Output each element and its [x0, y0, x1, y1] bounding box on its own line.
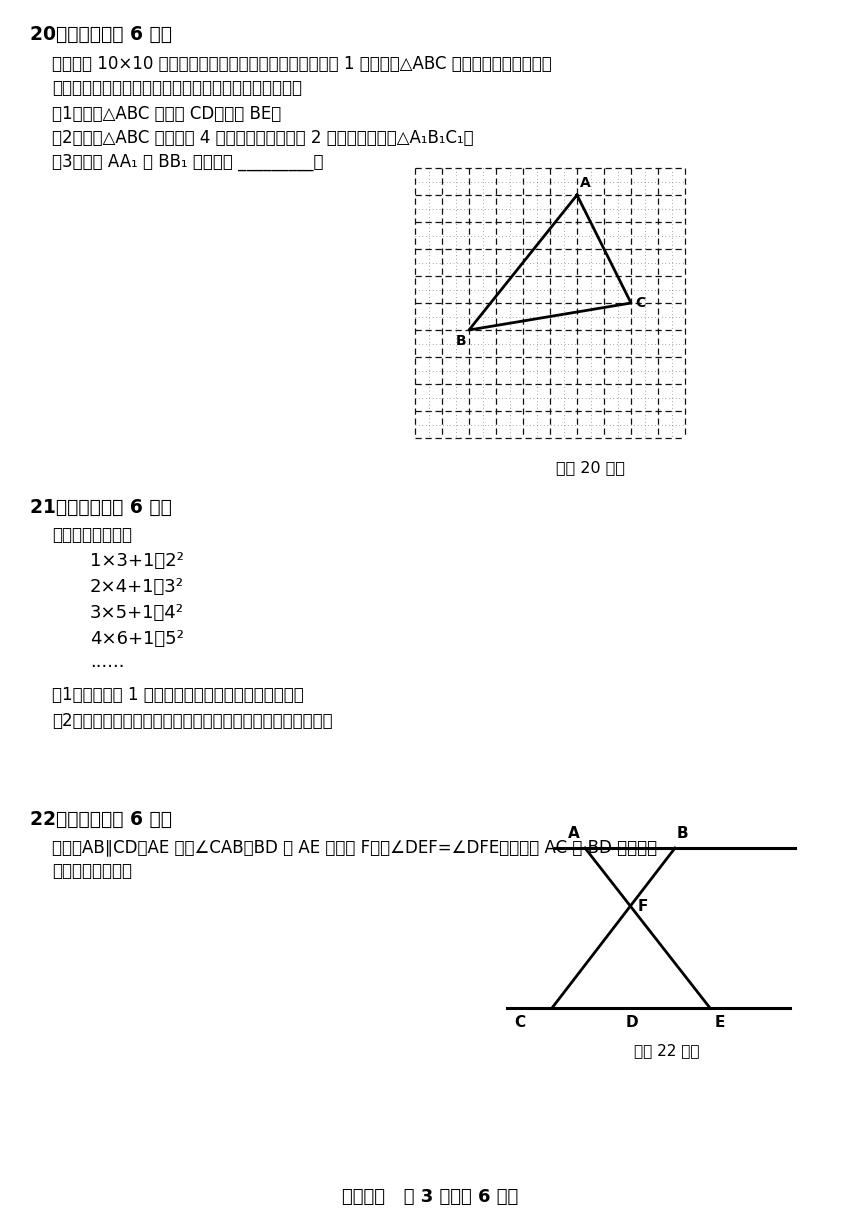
- Text: C: C: [514, 1015, 525, 1030]
- Text: （1）请你写出 1 个与上述算式具有相同规律的算式；: （1）请你写出 1 个与上述算式具有相同规律的算式；: [52, 686, 304, 704]
- Text: 观察下面的算式：: 观察下面的算式：: [52, 527, 132, 544]
- Text: 20．（本题满分 6 分）: 20．（本题满分 6 分）: [30, 26, 172, 44]
- Text: （第 22 图）: （第 22 图）: [635, 1043, 700, 1058]
- Text: 如图，AB∥CD，AE 平分∠CAB，BD 与 AE 交于点 F，且∠DEF=∠DFE。请探索 AC 与 BD 的位置关: 如图，AB∥CD，AE 平分∠CAB，BD 与 AE 交于点 F，且∠DEF=∠…: [52, 838, 657, 856]
- Text: A: A: [568, 826, 580, 841]
- Text: F: F: [637, 899, 648, 913]
- Text: ······: ······: [90, 658, 125, 676]
- Text: E: E: [715, 1015, 725, 1030]
- Text: 4×6+1＝5²: 4×6+1＝5²: [90, 630, 184, 648]
- Text: B: B: [456, 334, 466, 348]
- Text: 1×3+1＝2²: 1×3+1＝2²: [90, 552, 184, 570]
- Text: （每个小方格的顶点叫格点），借助网格完成以下问题。: （每个小方格的顶点叫格点），借助网格完成以下问题。: [52, 79, 302, 97]
- Text: D: D: [626, 1015, 638, 1030]
- Text: 如图，在 10×10 的正方形网格中，每个小正方形的边长为 1 个单位，△ABC 的顶点在网格的格点上: 如图，在 10×10 的正方形网格中，每个小正方形的边长为 1 个单位，△ABC…: [52, 55, 552, 73]
- Text: 系，并说明理由。: 系，并说明理由。: [52, 862, 132, 880]
- Text: A: A: [580, 176, 591, 190]
- Text: 2×4+1＝3²: 2×4+1＝3²: [90, 578, 184, 596]
- Text: 22．（本题满分 6 分）: 22．（本题满分 6 分）: [30, 810, 172, 829]
- Text: C: C: [635, 295, 645, 310]
- Text: （2）用字母表示数，写出上述算式反映的规律，并加以证明。: （2）用字母表示数，写出上述算式反映的规律，并加以证明。: [52, 713, 333, 730]
- Text: 初一数学   第 3 页（共 6 页）: 初一数学 第 3 页（共 6 页）: [342, 1188, 518, 1206]
- Text: （1）画出△ABC 的中线 CD，高线 BE；: （1）画出△ABC 的中线 CD，高线 BE；: [52, 105, 281, 123]
- Text: 21．（本题满分 6 分）: 21．（本题满分 6 分）: [30, 499, 172, 517]
- Text: （2）画出△ABC 向下平移 4 个单位，再向右平移 2 个单位后的图形△A₁B₁C₁；: （2）画出△ABC 向下平移 4 个单位，再向右平移 2 个单位后的图形△A₁B…: [52, 129, 474, 147]
- Text: （3）线段 AA₁ 与 BB₁ 的关系是 _________。: （3）线段 AA₁ 与 BB₁ 的关系是 _________。: [52, 153, 323, 171]
- Text: B: B: [677, 826, 689, 841]
- Text: （第 20 图）: （第 20 图）: [556, 460, 624, 475]
- Text: 3×5+1＝4²: 3×5+1＝4²: [90, 604, 184, 623]
